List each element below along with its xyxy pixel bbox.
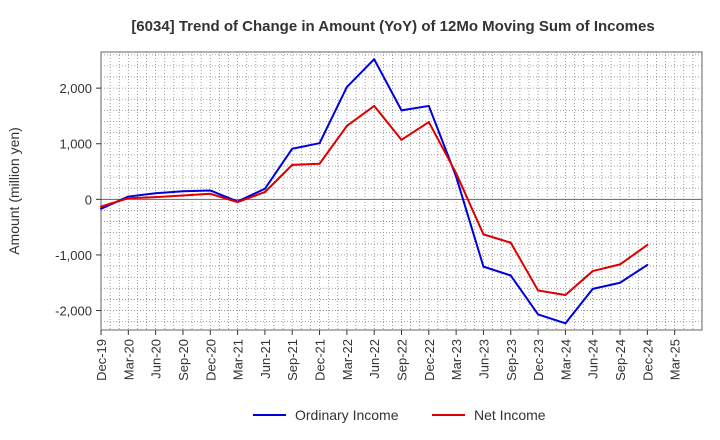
y-axis-ticks: 2,000 1,000 0 -1,000 -2,000 <box>55 81 101 319</box>
x-tick-label: Mar-23 <box>449 339 464 380</box>
data-point <box>318 162 321 165</box>
chart-title: [6034] Trend of Change in Amount (YoY) o… <box>131 18 654 35</box>
y-tick-label: -2,000 <box>55 304 92 319</box>
x-tick-label: Dec-19 <box>94 339 109 381</box>
data-point <box>564 293 567 296</box>
x-tick-label: Sep-22 <box>395 339 410 381</box>
y-axis-label: Amount (million yen) <box>6 127 22 255</box>
y-tick-label: 0 <box>85 192 92 207</box>
x-tick-label: Dec-23 <box>531 339 546 381</box>
data-point <box>373 58 376 61</box>
data-point <box>482 233 485 236</box>
y-tick-label: 1,000 <box>59 137 92 152</box>
data-point <box>646 263 649 266</box>
data-point <box>236 201 239 204</box>
data-point <box>154 192 157 195</box>
x-tick-label: Dec-20 <box>203 339 218 381</box>
x-tick-label: Mar-22 <box>340 339 355 380</box>
data-point <box>509 274 512 277</box>
data-point <box>373 104 376 107</box>
data-point <box>181 190 184 193</box>
x-tick-label: Dec-24 <box>640 339 655 381</box>
data-point <box>427 121 430 124</box>
legend-label: Ordinary Income <box>295 407 399 423</box>
data-point <box>127 195 130 198</box>
data-point <box>400 138 403 141</box>
data-point <box>537 313 540 316</box>
data-point <box>400 109 403 112</box>
data-point <box>291 147 294 150</box>
data-point <box>100 207 102 210</box>
x-tick-label: Jun-21 <box>258 339 273 379</box>
data-point <box>591 287 594 290</box>
data-point <box>345 124 348 127</box>
x-tick-label: Jun-20 <box>149 339 164 379</box>
series-group <box>100 58 649 325</box>
x-tick-label: Sep-24 <box>613 339 628 381</box>
x-tick-label: Sep-23 <box>504 339 519 381</box>
x-tick-label: Jun-23 <box>476 339 491 379</box>
data-point <box>591 270 594 273</box>
data-point <box>646 243 649 246</box>
y-tick-label: -1,000 <box>55 248 92 263</box>
legend-label: Net Income <box>474 407 546 423</box>
data-point <box>537 289 540 292</box>
x-tick-label: Mar-21 <box>231 339 246 380</box>
y-tick-label: 2,000 <box>59 81 92 96</box>
data-point <box>318 142 321 145</box>
data-point <box>619 281 622 284</box>
data-point <box>263 187 266 190</box>
x-tick-label: Dec-21 <box>313 339 328 381</box>
data-point <box>263 191 266 194</box>
data-point <box>509 241 512 244</box>
x-tick-label: Jun-22 <box>367 339 382 379</box>
legend: Ordinary Income Net Income <box>253 407 546 423</box>
data-point <box>619 263 622 266</box>
data-point <box>455 172 458 175</box>
data-point <box>427 104 430 107</box>
data-point <box>209 189 212 192</box>
data-point <box>154 196 157 199</box>
data-point <box>100 205 102 208</box>
x-tick-label: Mar-24 <box>558 339 573 380</box>
data-point <box>291 163 294 166</box>
x-tick-label: Dec-22 <box>422 339 437 381</box>
x-axis-ticks: Dec-19 Mar-20 Jun-20 Sep-20 Dec-20 Mar-21 Jun-… <box>94 330 683 381</box>
data-point <box>345 86 348 89</box>
data-point <box>482 265 485 268</box>
data-point <box>127 197 130 200</box>
x-tick-label: Sep-21 <box>285 339 300 381</box>
x-tick-label: Mar-25 <box>668 339 683 380</box>
data-point <box>181 194 184 197</box>
data-point <box>564 322 567 325</box>
x-tick-label: Mar-20 <box>121 339 136 380</box>
x-tick-label: Sep-20 <box>176 339 191 381</box>
x-tick-label: Jun-24 <box>586 339 601 379</box>
data-point <box>209 192 212 195</box>
